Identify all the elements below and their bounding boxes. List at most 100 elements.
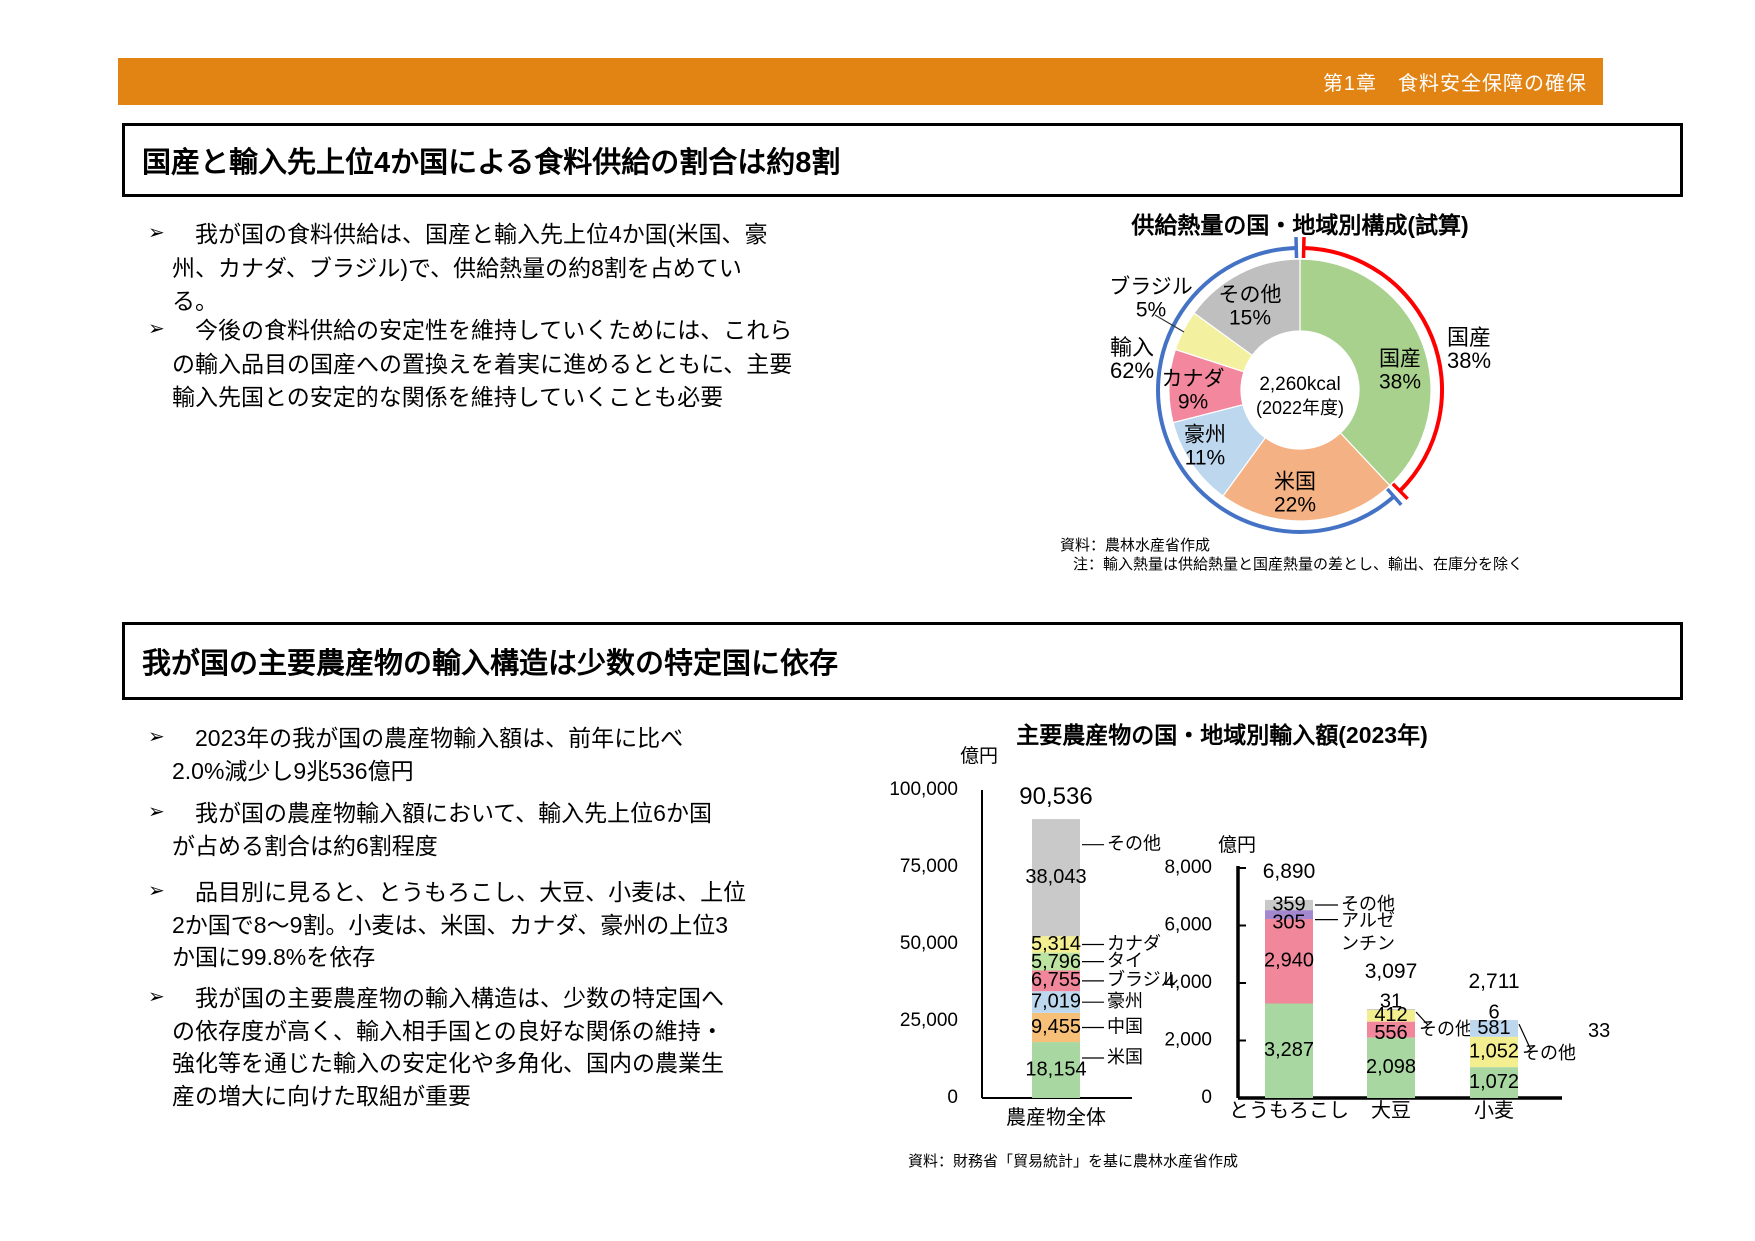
segment-name: その他 [1419,1019,1473,1039]
bullet-arrow-icon: ➢ [148,880,165,902]
ytick-left: 75,000 [900,856,958,877]
ytick-left: 50,000 [900,933,958,954]
segment-value-above: 6 [1488,1001,1499,1023]
bar-segment [1470,1020,1518,1037]
segment-value: 2,940 [1264,949,1314,971]
bar-segment-米国 [1032,1042,1080,1098]
bar-total: 3,097 [1365,960,1418,983]
ytick-right: 6,000 [1164,915,1212,936]
bullet-arrow-icon: ➢ [148,318,165,340]
segment-value: 1,052 [1469,1040,1519,1062]
bullet-text: 2023年の我が国の農産物輸入額は、前年に比べ2.0%減少し9兆536億円 [172,725,684,784]
method-note: 注：輸入熱量は供給熱量と国産熱量の差とし、輸出、在庫分を除く [1073,556,1524,573]
segment-value: 556 [1374,1022,1407,1044]
bar-segment [1265,899,1313,911]
section1-bullet-2: ➢ 今後の食料供給の安定性を維持していくためには、これらの輸入品目の国産への置換… [148,314,797,415]
section2-bullet-4: ➢ 我が国の主要農産物の輸入構造は、少数の特定国への依存度が高く、輸入相手国との… [148,982,744,1112]
ytick-left: 100,000 [889,779,958,800]
bar-chart-title: 主要農産物の国・地域別輸入額(2023年) [1016,722,1428,748]
segment-value: 38,043 [1025,866,1086,888]
segment-value: 1,072 [1469,1071,1519,1093]
arc-end-tick [1391,482,1409,501]
ytick-right: 4,000 [1164,972,1212,993]
segment-name: 米国 [1107,1047,1143,1067]
segment-value: 6,755 [1031,969,1081,991]
bar-segment [1470,1067,1518,1098]
source-note-2: 資料：財務省「貿易統計」を基に農林水産省作成 [908,1153,1239,1170]
segment-value-above: 31 [1380,990,1402,1012]
segment-name: その他 [1522,1043,1576,1063]
chapter-title: 第1章 食料安全保障の確保 [1322,73,1587,95]
segment-value: 412 [1374,1004,1407,1026]
bar-segment [1265,910,1313,919]
arc-end-tick [1301,237,1306,259]
bullet-text: 我が国の食料供給は、国産と輸入先上位4か国(米国、豪州、カナダ、ブラジル)で、供… [172,221,768,314]
arc-label: 輸入 [1110,335,1154,360]
slice-label: 国産 [1379,348,1421,371]
axis-unit-left: 億円 [960,745,998,767]
bar-total: 2,711 [1469,970,1520,993]
bar-segment [1470,1036,1518,1068]
segment-value: 5,796 [1031,951,1081,973]
bar-segment [1265,919,1313,1004]
segment-value: 9,455 [1031,1016,1081,1038]
section1-bullet-1: ➢ 我が国の食料供給は、国産と輸入先上位4か国(米国、豪州、カナダ、ブラジル)で… [148,218,772,319]
section2-title: 我が国の主要農産物の輸入構造は少数の特定国に依存 [142,648,839,680]
ytick-right: 8,000 [1164,857,1212,878]
bar-segment [1367,1037,1415,1098]
arc-end-tick [1294,237,1299,259]
bar-segment-中国 [1032,1013,1080,1043]
segment-value: 7,019 [1031,990,1081,1012]
arc-label: 国産 [1447,325,1491,350]
section2-bullet-1: ➢ 2023年の我が国の農産物輸入額は、前年に比べ2.0%減少し9兆536億円 [148,722,692,787]
arc-end-tick [1385,487,1403,506]
bullet-arrow-icon: ➢ [148,801,165,823]
label-leader-line [1154,314,1185,333]
slice-label: その他 [1219,284,1282,307]
category-label: 大豆 [1371,1099,1411,1122]
segment-name: その他 [1107,833,1161,853]
axis-unit-right: 億円 [1218,834,1256,856]
segment-value: 3,287 [1264,1039,1314,1061]
donut-center-year: (2022年度) [1256,398,1344,418]
slice-pct: 9% [1178,391,1208,414]
source-note: 資料：農林水産省作成 [1060,537,1211,554]
section2-bullet-2: ➢ 我が国の農産物輸入額において、輸入先上位6か国が占める割合は約6割程度 [148,797,717,862]
segment-leader-line [1415,1011,1429,1026]
section1-title: 国産と輸入先上位4か国による食料供給の割合は約8割 [142,147,841,179]
segment-value: 5,314 [1031,933,1081,955]
slice-label: カナダ [1162,368,1225,391]
bar-total: 6,890 [1263,860,1316,883]
ytick-left: 0 [947,1087,958,1108]
ytick-left: 25,000 [900,1010,958,1031]
slice-label: ブラジル [1109,276,1193,299]
ytick-right: 0 [1201,1087,1212,1108]
segment-name-line: ンチン [1341,934,1395,954]
bar-segment [1367,1021,1415,1038]
outer-arc-domestic [1303,246,1444,493]
slice-pct: 38% [1379,371,1421,394]
donut-slice-米国 [1222,432,1391,522]
bullet-text: 我が国の主要農産物の輸入構造は、少数の特定国への依存度が高く、輸入相手国との良好… [172,985,724,1109]
donut-chart-title: 供給熱量の国・地域別構成(試算) [1131,212,1469,238]
segment-leader-line [1518,1023,1532,1051]
chapter-header-bar: 第1章 食料安全保障の確保 [118,58,1603,105]
ytick-right: 2,000 [1164,1030,1212,1051]
segment-name: 中国 [1107,1016,1143,1036]
page-number: 33 [1588,1020,1611,1042]
category-label: 小麦 [1474,1099,1514,1122]
bar-segment-豪州 [1032,991,1080,1013]
section2-bullet-3: ➢ 品目別に見ると、とうもろこし、大豆、小麦は、上位2か国で8～9割。小麦は、米… [148,876,747,974]
segment-name: アルゼンチン [1341,911,1395,954]
bar-segment-ブラジル [1032,970,1080,992]
bar-segment-その他 [1032,819,1080,937]
bar-segment-カナダ [1032,936,1080,953]
slice-pct: 22% [1274,494,1316,517]
section1-title-box: 国産と輸入先上位4か国による食料供給の割合は約8割 [122,123,1683,197]
bullet-text: 今後の食料供給の安定性を維持していくためには、これらの輸入品目の国産への置換えを… [172,317,793,410]
segment-name: タイ [1107,950,1143,970]
donut-center-value: 2,260kcal [1259,374,1340,395]
bar-segment [1367,1009,1415,1011]
bar-segment [1367,1009,1415,1022]
segment-value: 2,098 [1366,1056,1416,1078]
